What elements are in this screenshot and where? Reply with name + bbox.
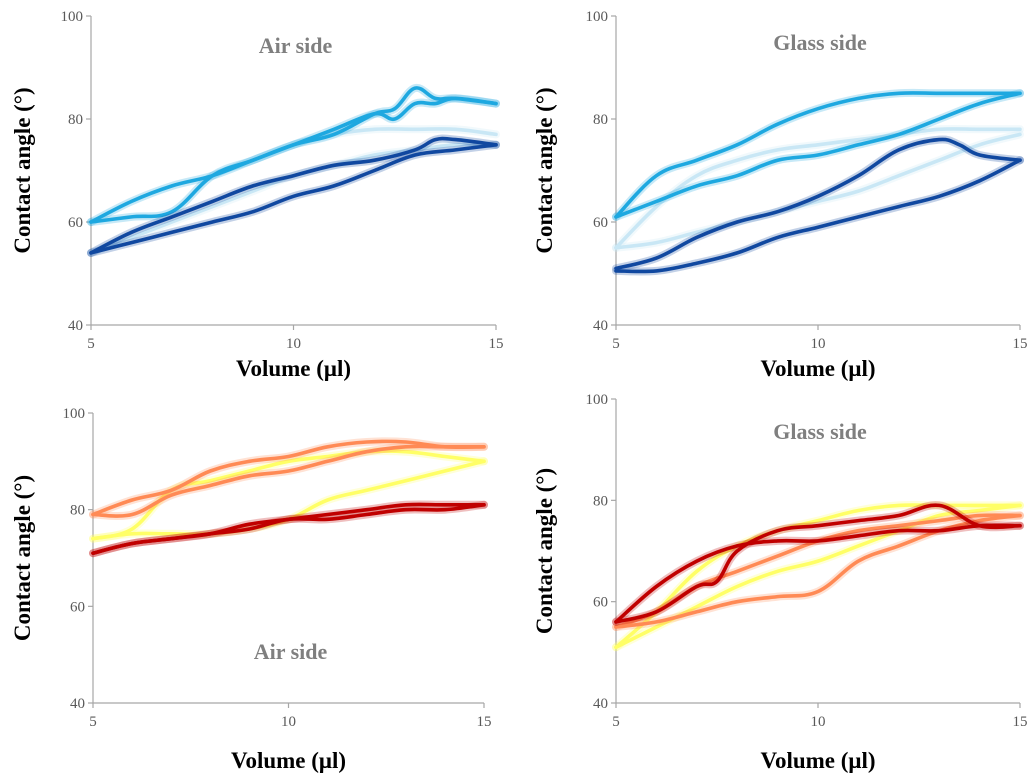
panel-title: Air side: [254, 639, 328, 664]
y-axis-title: Contact angle (°): [532, 87, 557, 253]
x-axis-title: Volume (μl): [760, 748, 875, 773]
y-tick-label: 100: [61, 9, 84, 25]
y-tick-label: 100: [63, 406, 86, 422]
x-tick-label: 10: [281, 714, 296, 730]
x-axis-title: Volume (μl): [760, 356, 875, 381]
y-tick-label: 60: [593, 215, 608, 231]
y-tick-label: 60: [593, 595, 608, 611]
series-line-4: [89, 96, 498, 224]
y-tick-label: 40: [68, 318, 83, 334]
series-line-2: [614, 503, 1022, 650]
y-tick-label: 60: [68, 215, 83, 231]
panel-title: Glass side: [773, 419, 867, 444]
chart-panel-1: 40 60 80 100 5 10 15 Air side Volume (μl) Contact…: [10, 9, 504, 381]
x-tick-label: 10: [286, 336, 301, 352]
y-axis-title: Contact angle (°): [532, 468, 557, 634]
x-tick-label: 5: [89, 714, 97, 730]
y-tick-label: 40: [593, 696, 608, 712]
series-halo: [612, 156, 1024, 276]
series-line-4: [614, 513, 1022, 629]
panel-title: Glass side: [773, 30, 867, 55]
y-tick-label: 40: [593, 318, 608, 334]
chart-panel-2: 40 60 80 100 5 10 15 Glass side Volume (μl) Conta…: [532, 9, 1028, 381]
x-tick-label: 10: [811, 714, 826, 730]
y-tick-label: 80: [593, 112, 608, 128]
series-line-6: [91, 502, 486, 555]
series-line-1: [614, 503, 1022, 650]
series-line-5: [89, 136, 498, 255]
series-line-3: [91, 439, 486, 517]
series-line-6: [614, 503, 1022, 624]
series-line-3: [614, 91, 1022, 219]
x-tick-label: 15: [477, 714, 492, 730]
y-axis-title: Contact angle (°): [10, 87, 35, 253]
y-tick-label: 100: [586, 9, 609, 25]
x-axis-title: Volume (μl): [231, 748, 346, 773]
x-tick-label: 15: [1013, 714, 1028, 730]
x-tick-label: 15: [489, 336, 504, 352]
series-line-2: [614, 127, 1022, 250]
x-axis-title: Volume (μl): [236, 356, 351, 381]
x-tick-label: 10: [811, 336, 826, 352]
series-line-6: [614, 158, 1022, 274]
series-line-3: [89, 86, 498, 224]
y-tick-label: 80: [68, 112, 83, 128]
series-line-4: [614, 91, 1022, 219]
series-line-4: [91, 444, 486, 518]
y-tick-label: 40: [70, 696, 85, 712]
x-tick-label: 5: [87, 336, 95, 352]
chart-panel-3: 40 60 80 100 5 10 15 Air side Volume (μl) Contact…: [10, 406, 492, 773]
x-tick-label: 5: [612, 714, 620, 730]
series-line-5: [614, 137, 1022, 271]
chart-panel-4: 40 60 80 100 5 10 15 Glass side Volume (μl) Conta…: [532, 392, 1028, 773]
series-line-5: [614, 523, 1022, 624]
series-line-1: [614, 132, 1022, 250]
panel-title: Air side: [259, 33, 333, 58]
y-tick-label: 80: [593, 493, 608, 509]
y-tick-label: 60: [70, 599, 85, 615]
y-tick-label: 80: [70, 503, 85, 519]
x-tick-label: 5: [612, 336, 620, 352]
x-tick-label: 15: [1013, 336, 1028, 352]
y-axis-title: Contact angle (°): [10, 475, 35, 641]
y-tick-label: 100: [586, 392, 609, 408]
series-line-6: [89, 143, 498, 255]
series-halo: [87, 94, 500, 226]
